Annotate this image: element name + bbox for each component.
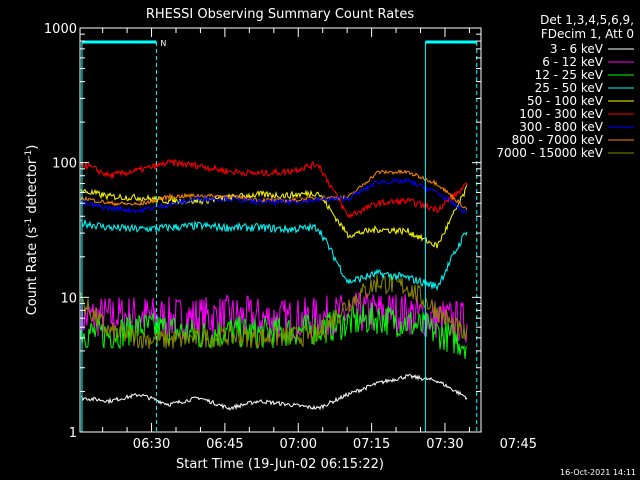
x-axis-label: Start Time (19-Jun-02 06:15:22) — [176, 457, 384, 472]
series-line — [80, 302, 468, 360]
y-axis-label-end: ) — [25, 145, 40, 150]
x-tick-label: 06:30 — [133, 437, 170, 452]
series-line — [80, 274, 468, 350]
overlay-layer: N — [81, 39, 478, 432]
y-axis-label-sup1: -1 — [24, 218, 34, 227]
legend-label: 7000 - 15000 keV — [496, 146, 603, 160]
series-line — [80, 169, 468, 211]
x-tick-label: 07:15 — [353, 437, 390, 452]
y-tick-label: 1 — [69, 426, 77, 441]
y-axis-label-main: Count Rate (s — [25, 227, 40, 316]
legend-label: 6 - 12 keV — [542, 55, 604, 69]
x-tick-label: 07:00 — [280, 437, 317, 452]
legend-label: 3 - 6 keV — [550, 42, 604, 56]
y-axis-label: Count Rate (s-1 detector-1) — [24, 145, 40, 316]
series-line — [80, 374, 468, 411]
legend-label: 300 - 800 keV — [519, 120, 603, 134]
x-tick-label: 07:45 — [500, 437, 537, 452]
legend-label: 50 - 100 keV — [527, 94, 604, 108]
series-layer — [80, 158, 468, 411]
y-axis-label-sup2: -1 — [24, 150, 34, 159]
legend-label: 12 - 25 keV — [535, 68, 604, 82]
series-line — [80, 184, 468, 249]
generation-timestamp: 16-Oct-2021 14:11 — [560, 468, 636, 477]
y-tick-label: 10 — [60, 291, 77, 306]
flag-label: N — [160, 39, 166, 48]
axis-layer: 1 10 100 1000 06:30 06:45 07:00 07:15 07:30 07:45 — [44, 22, 537, 452]
series-line — [80, 176, 468, 215]
plot-frame — [79, 27, 482, 433]
legend-header-1: Det 1,3,4,5,6,9, — [540, 13, 634, 27]
series-line — [80, 158, 468, 220]
legend-label: 25 - 50 keV — [535, 81, 604, 95]
y-tick-label: 100 — [52, 157, 77, 172]
legend: Det 1,3,4,5,6,9, FDecim 1, Att 0 3 - 6 k… — [496, 13, 634, 160]
x-tick-label: 06:45 — [206, 437, 243, 452]
chart-title: RHESSI Observing Summary Count Rates — [146, 7, 415, 22]
y-tick-label: 1000 — [44, 22, 77, 37]
legend-label: 100 - 300 keV — [519, 107, 603, 121]
series-line — [80, 291, 468, 343]
legend-header-2: FDecim 1, Att 0 — [541, 27, 634, 41]
x-tick-label: 07:30 — [426, 437, 463, 452]
y-axis-label-mid: detector — [25, 158, 40, 218]
legend-label: 800 - 7000 keV — [512, 133, 604, 147]
series-line — [80, 219, 468, 292]
